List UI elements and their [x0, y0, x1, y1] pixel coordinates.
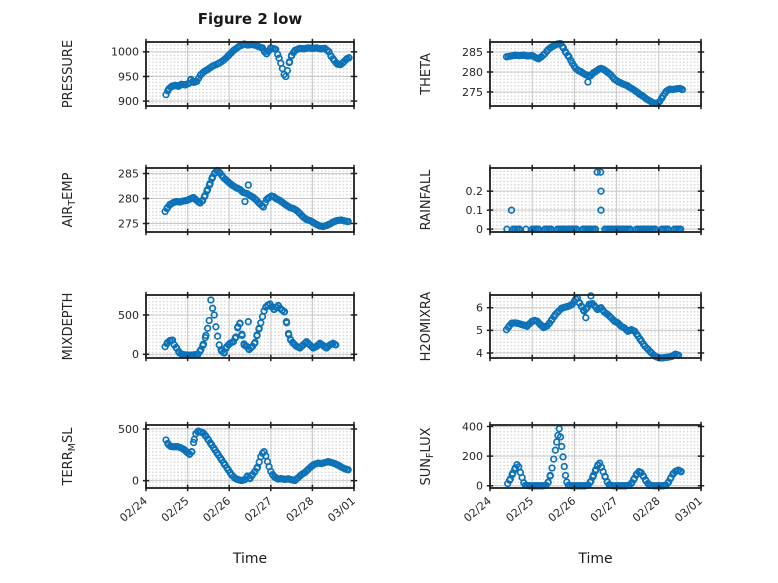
- svg-text:6: 6: [476, 301, 483, 314]
- y-tick-labels: 275 280 285: [462, 46, 483, 99]
- y-axis-label: TERRMSL: [61, 427, 78, 487]
- subplot-mixdepth: 0 500 MIXDEPTH: [61, 291, 358, 362]
- y-tick-labels: 0 200 400: [462, 420, 483, 492]
- x-axis-label-right: Time: [578, 551, 613, 567]
- y-tick-labels: 0 0.1 0.2: [466, 185, 484, 236]
- subplot-theta: 275 280 285 THETA: [419, 38, 705, 110]
- svg-text:02/25: 02/25: [503, 494, 536, 524]
- axes-frame: [486, 291, 705, 362]
- axes-svg: 275 280 285 THETA: [419, 38, 705, 110]
- subplot-h2omixra: 4 5 6 H2OMIXRA: [419, 291, 705, 362]
- svg-text:400: 400: [462, 420, 483, 433]
- subplot-pressure: 900 950 1000 PRESSURE: [61, 38, 358, 110]
- svg-text:02/26: 02/26: [200, 494, 233, 524]
- tick-marks: [486, 38, 705, 110]
- svg-text:0.2: 0.2: [466, 185, 484, 198]
- major-grid: [489, 168, 702, 232]
- y-tick-labels: 900 950 1000: [111, 46, 139, 108]
- svg-text:02/28: 02/28: [630, 494, 663, 524]
- svg-text:02/24: 02/24: [117, 494, 150, 524]
- svg-text:0: 0: [132, 348, 139, 361]
- svg-text:900: 900: [118, 95, 139, 108]
- y-axis-label: SUNFLUX: [419, 427, 436, 485]
- tick-marks: [142, 421, 358, 492]
- y-tick-labels: 275 280 285: [118, 167, 139, 230]
- svg-text:275: 275: [118, 217, 139, 230]
- svg-text:02/24: 02/24: [461, 494, 494, 524]
- svg-text:285: 285: [118, 167, 139, 180]
- scatter-series: [161, 166, 352, 231]
- axes-frame: [142, 291, 358, 362]
- tick-marks: [142, 38, 358, 110]
- svg-text:02/26: 02/26: [546, 494, 579, 524]
- subplot-air-temp: 275 280 285 AIRTEMP: [61, 164, 358, 236]
- svg-text:200: 200: [462, 450, 483, 463]
- scatter-series: [503, 168, 685, 233]
- subplot-sun-flux: 0 200 400 SUNFLUX 02/24 02/25 02/26 02/27 02/28 0…: [419, 420, 705, 524]
- axes-svg: 0 500 MIXDEPTH: [61, 291, 358, 362]
- svg-text:4: 4: [476, 347, 483, 360]
- axes-svg: 275 280 285 AIRTEMP: [61, 164, 358, 236]
- tick-marks: [142, 164, 358, 236]
- axes-frame: [142, 38, 358, 110]
- svg-text:02/27: 02/27: [588, 494, 621, 524]
- axes-frame: [142, 164, 358, 236]
- svg-text:280: 280: [462, 66, 483, 79]
- svg-text:0: 0: [132, 474, 139, 487]
- axes-svg: 4 5 6 H2OMIXRA: [419, 291, 705, 362]
- svg-text:02/27: 02/27: [242, 494, 275, 524]
- svg-text:500: 500: [118, 423, 139, 436]
- x-axis-label-left: Time: [232, 551, 268, 567]
- figure-title: Figure 2 low: [197, 10, 303, 28]
- svg-text:02/28: 02/28: [284, 494, 317, 524]
- svg-text:02/25: 02/25: [159, 494, 192, 524]
- svg-text:280: 280: [118, 192, 139, 205]
- y-axis-label: MIXDEPTH: [61, 293, 76, 361]
- x-tick-labels: 02/24 02/25 02/26 02/27 02/28 03/01: [117, 494, 358, 524]
- svg-text:500: 500: [118, 309, 139, 322]
- y-axis-label: RAINFALL: [419, 169, 434, 230]
- svg-text:275: 275: [462, 86, 483, 99]
- y-axis-label: H2OMIXRA: [419, 292, 434, 362]
- x-tick-labels: 02/24 02/25 02/26 02/27 02/28 03/01: [461, 494, 705, 524]
- axes-frame: [486, 421, 705, 492]
- axes-svg: 900 950 1000 PRESSURE: [61, 38, 358, 110]
- y-axis-label: AIRTEMP: [61, 172, 78, 227]
- scatter-series: [162, 40, 353, 99]
- scatter-series: [161, 296, 340, 359]
- tick-marks: [486, 291, 705, 362]
- y-tick-labels: 0 500: [118, 309, 139, 361]
- tick-marks: [486, 421, 705, 492]
- tick-marks: [486, 164, 705, 236]
- axes-frame: [486, 38, 705, 110]
- svg-text:5: 5: [476, 324, 483, 337]
- axes-svg: 0 0.1 0.2 RAINFALL: [419, 164, 705, 236]
- tick-marks: [142, 291, 358, 362]
- svg-text:1000: 1000: [111, 46, 139, 59]
- y-axis-label: PRESSURE: [61, 40, 76, 108]
- svg-text:285: 285: [462, 46, 483, 59]
- scatter-series: [162, 427, 352, 485]
- svg-text:0.1: 0.1: [466, 204, 484, 217]
- svg-text:950: 950: [118, 70, 139, 83]
- y-axis-label: THETA: [419, 53, 434, 96]
- scatter-series: [502, 292, 683, 362]
- svg-text:03/01: 03/01: [672, 494, 705, 524]
- svg-text:03/01: 03/01: [325, 494, 358, 524]
- svg-text:0: 0: [476, 480, 483, 493]
- subplot-rainfall: 0 0.1 0.2 RAINFALL: [419, 164, 705, 236]
- y-tick-labels: 4 5 6: [476, 301, 483, 359]
- axes-frame: [486, 164, 705, 236]
- y-tick-labels: 0 500: [118, 423, 139, 488]
- svg-text:0: 0: [476, 223, 483, 236]
- subplot-terr-msl: 0 500 TERRMSL 02/24 02/25 02/26 02/27 02/28 03/0…: [61, 421, 358, 525]
- axes-frame: [142, 421, 358, 492]
- axes-svg: 0 500 TERRMSL 02/24 02/25 02/26 02/27 02/28 03/0…: [61, 421, 358, 525]
- scatter-series: [502, 39, 687, 108]
